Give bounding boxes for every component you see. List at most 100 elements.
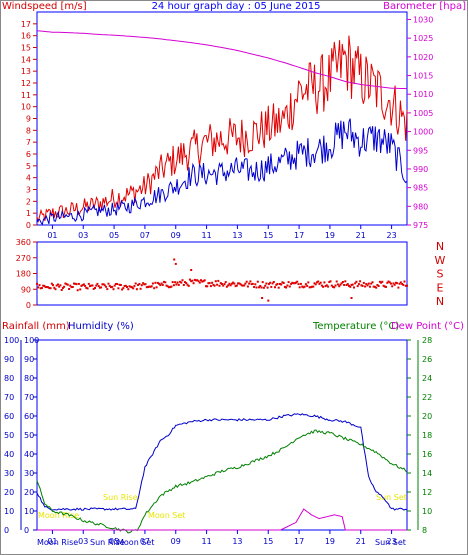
- direction-point: [133, 285, 136, 288]
- direction-point: [205, 285, 207, 288]
- direction-point: [64, 282, 67, 285]
- direction-point: [38, 284, 41, 287]
- direction-point: [396, 282, 399, 285]
- windspeed-tick-label: 15: [21, 44, 31, 53]
- direction-point: [361, 284, 364, 287]
- direction-point: [131, 286, 133, 289]
- weather-plot-area: [36, 339, 408, 531]
- humidity-tick-label: 10: [24, 507, 34, 516]
- direction-point: [280, 283, 283, 286]
- direction-point: [281, 281, 284, 284]
- direction-point: [211, 281, 214, 284]
- direction-point: [87, 282, 90, 285]
- direction-point: [154, 281, 157, 284]
- direction-point: [314, 283, 317, 286]
- direction-point: [177, 283, 180, 286]
- direction-point: [39, 287, 42, 290]
- direction-point: [381, 280, 384, 283]
- direction-point: [135, 288, 138, 291]
- direction-point: [139, 287, 142, 290]
- windspeed-line: [36, 35, 408, 224]
- time-tick-label: 01: [47, 537, 57, 546]
- direction-point: [309, 286, 312, 289]
- rainfall-tick-label: 70: [4, 393, 14, 402]
- direction-point: [57, 283, 59, 286]
- direction-point: [274, 286, 276, 289]
- barometer-tick-label: 1005: [413, 109, 433, 118]
- windspeed-tick-label: 0: [26, 221, 31, 230]
- time-tick-label: 23: [386, 231, 396, 240]
- barometer-tick-label: 1030: [413, 15, 433, 24]
- direction-point: [372, 285, 375, 288]
- windspeed-tick-label: 16: [21, 32, 31, 41]
- humidity-tick-label: 30: [24, 469, 34, 478]
- time-tick-label: 09: [171, 537, 181, 546]
- windspeed-tick-label: 1: [26, 209, 31, 218]
- direction-point: [386, 281, 389, 284]
- direction-point: [198, 281, 201, 284]
- direction-point: [329, 280, 332, 283]
- humidity-tick-label: 20: [24, 488, 34, 497]
- temperature-tick-label: 20: [422, 412, 432, 421]
- direction-point: [270, 285, 273, 288]
- direction-point: [129, 285, 132, 288]
- barometer-axis-label: Barometer [hpa]: [383, 1, 466, 12]
- direction-point: [233, 282, 236, 285]
- direction-point: [232, 281, 235, 284]
- windspeed-tick-label: 2: [26, 197, 31, 206]
- direction-point: [181, 279, 184, 282]
- time-tick-label: 17: [294, 537, 304, 546]
- direction-point: [182, 284, 185, 286]
- direction-point: [229, 284, 232, 287]
- direction-point: [112, 288, 115, 291]
- barometer-tick-label: 980: [413, 202, 428, 211]
- direction-point: [307, 281, 310, 284]
- humidity-tick-label: 80: [24, 374, 34, 383]
- direction-point: [195, 279, 198, 282]
- direction-point: [164, 281, 167, 284]
- direction-point: [89, 285, 91, 288]
- direction-point: [63, 285, 66, 288]
- direction-point: [248, 282, 251, 285]
- direction-point: [61, 287, 64, 289]
- direction-point: [398, 282, 401, 285]
- direction-point: [111, 285, 114, 288]
- direction-point: [97, 285, 100, 288]
- direction-point: [237, 282, 239, 285]
- direction-point: [227, 284, 230, 287]
- direction-point: [356, 285, 359, 288]
- direction-point: [123, 285, 126, 287]
- direction-point: [74, 282, 77, 285]
- time-tick-label: 15: [263, 537, 273, 546]
- direction-point: [153, 287, 156, 290]
- direction-point: [76, 289, 79, 292]
- direction-point: [271, 282, 274, 285]
- direction-point: [333, 286, 336, 289]
- direction-point: [304, 283, 307, 286]
- time-tick-label: 03: [78, 537, 88, 546]
- rainfall-tick-label: 50: [4, 431, 14, 440]
- direction-point: [283, 285, 286, 288]
- direction-point: [209, 285, 212, 288]
- humidity-line: [36, 413, 408, 511]
- time-tick-label: 01: [47, 231, 57, 240]
- direction-point: [338, 285, 341, 288]
- direction-point: [42, 284, 45, 287]
- time-tick-label: 15: [263, 231, 273, 240]
- windspeed-tick-label: 11: [21, 91, 31, 100]
- direction-point: [406, 284, 408, 287]
- time-tick-label: 07: [140, 537, 150, 546]
- direction-point: [158, 282, 161, 285]
- direction-point: [404, 284, 407, 287]
- direction-point: [173, 258, 176, 261]
- direction-point: [196, 279, 199, 282]
- direction-point: [218, 284, 221, 287]
- direction-tick-label: 90: [21, 285, 31, 294]
- barometer-tick-label: 975: [413, 221, 428, 230]
- direction-point: [397, 286, 400, 289]
- direction-point: [402, 283, 405, 286]
- direction-point: [291, 281, 294, 284]
- direction-point: [151, 282, 154, 285]
- time-tick-label: 13: [232, 231, 242, 240]
